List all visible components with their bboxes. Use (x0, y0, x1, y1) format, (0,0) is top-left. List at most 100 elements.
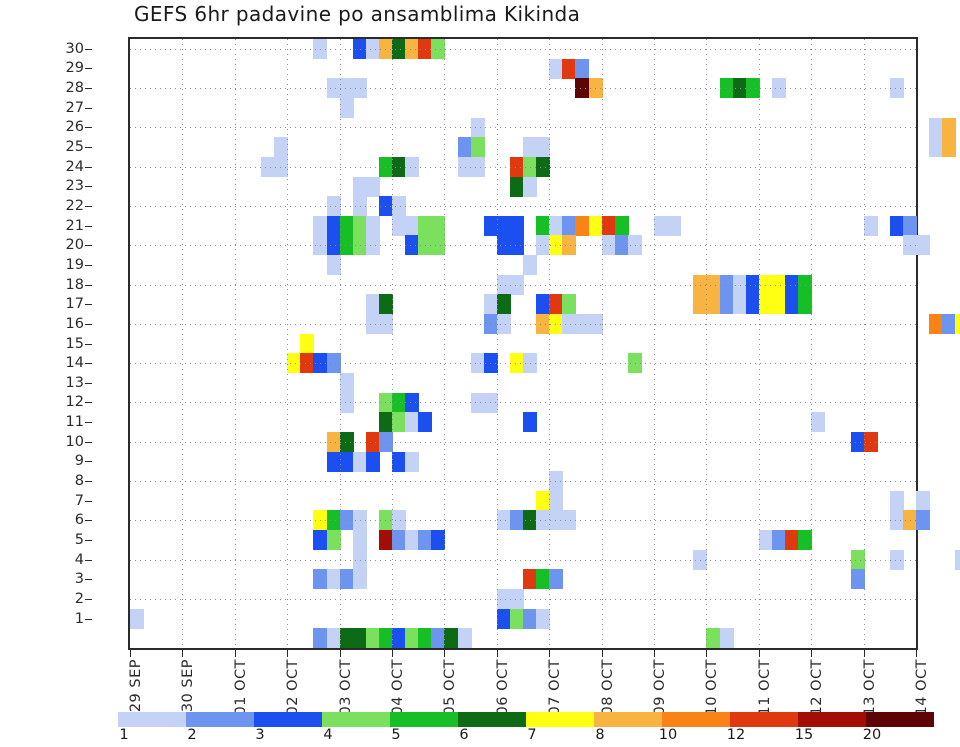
precip-cell (352, 176, 367, 197)
precip-cell (313, 235, 328, 256)
precip-cell (470, 137, 485, 158)
precip-cell (365, 314, 380, 335)
precip-cell (667, 215, 682, 236)
colorbar-swatch (798, 712, 866, 727)
y-axis-tick-label: 19 (65, 256, 84, 273)
colorbar-labels: 1 2 3 4 5 6 7 8 10 12 15 20 (118, 727, 934, 747)
x-axis-tick-mark (444, 650, 446, 657)
precip-cell (902, 510, 917, 531)
precip-cell (378, 431, 393, 452)
precip-cell (352, 569, 367, 590)
y-axis-tick-label: 23 (65, 178, 84, 195)
precip-cell (470, 392, 485, 413)
precip-cell (457, 156, 472, 177)
precip-cell (562, 510, 577, 531)
x-axis-tick-label: 30 SEP (180, 659, 197, 713)
precip-cell (352, 215, 367, 236)
precip-cell (562, 314, 577, 335)
x-axis-tick-label: 05 OCT (442, 659, 459, 716)
precip-cell (274, 156, 289, 177)
precip-cell (326, 431, 341, 452)
precip-cell (392, 451, 406, 472)
precip-cell (405, 412, 420, 433)
precip-cell (496, 608, 511, 629)
precip-cell (523, 156, 537, 177)
precip-cell (785, 530, 799, 551)
precip-cell (955, 314, 960, 335)
precip-cell (798, 274, 813, 295)
precip-cell (916, 510, 930, 531)
y-axis-tick-mark (85, 520, 92, 522)
precip-cell (457, 628, 472, 649)
precip-cell (378, 39, 393, 59)
precip-cell (352, 510, 367, 531)
y-axis-tick-label: 5 (74, 531, 84, 548)
precip-cell (352, 530, 367, 551)
y-axis-tick-label: 15 (65, 335, 84, 352)
precip-cell (771, 78, 786, 99)
precip-cell (378, 628, 393, 649)
precip-cell (902, 235, 917, 256)
precip-cell (771, 530, 786, 551)
precip-cell (313, 569, 328, 590)
precip-cell (431, 215, 446, 236)
x-axis-tick-label: 10 OCT (704, 659, 721, 716)
colorbar-swatch (458, 712, 526, 727)
precip-cell (405, 215, 420, 236)
precip-cell (614, 215, 629, 236)
precip-cell (929, 117, 944, 138)
y-axis-tick-mark (85, 205, 92, 207)
precip-cell (562, 215, 577, 236)
precip-cell (470, 353, 485, 374)
precip-cell (339, 215, 354, 236)
y-axis-tick-label: 10 (65, 433, 84, 450)
y-axis-tick-label: 24 (65, 158, 84, 175)
precip-cell (863, 215, 878, 236)
precip-cell (352, 39, 367, 59)
precip-cell (562, 58, 577, 79)
precip-cell (509, 510, 524, 531)
precip-cell (392, 392, 406, 413)
y-axis-tick-label: 27 (65, 99, 84, 116)
precip-cell (745, 78, 760, 99)
precip-cell (916, 235, 930, 256)
precip-cell (339, 510, 354, 531)
y-axis-tick-mark (85, 147, 92, 149)
precip-cell (405, 39, 420, 59)
precip-cell (470, 117, 485, 138)
y-axis-tick-label: 6 (74, 512, 84, 529)
precip-cell (601, 235, 616, 256)
precip-cell (523, 510, 537, 531)
x-axis-tick-mark (811, 650, 813, 657)
precip-cell (431, 235, 446, 256)
precip-cell (392, 39, 406, 59)
precip-cell (378, 156, 393, 177)
precip-cell (758, 294, 773, 315)
colorbar-tick-label: 10 (658, 727, 678, 743)
precip-cell (365, 235, 380, 256)
precip-cell (771, 274, 786, 295)
x-axis-tick-mark (182, 650, 184, 657)
precip-cell (549, 235, 564, 256)
precip-cell (811, 412, 826, 433)
precip-cell (365, 628, 380, 649)
y-axis-tick-mark (85, 500, 92, 502)
precip-cell (483, 215, 498, 236)
precip-cell (745, 274, 760, 295)
precip-cell (523, 137, 537, 158)
precip-cell (523, 353, 537, 374)
y-axis-tick-label: 28 (65, 80, 84, 97)
colorbar-swatch (186, 712, 254, 727)
y-axis-tick-label: 25 (65, 139, 84, 156)
x-axis-tick-mark (234, 650, 236, 657)
precip-cell (536, 490, 551, 511)
x-axis-tick-mark (916, 650, 917, 657)
precip-cell (693, 274, 708, 295)
precip-cell (483, 353, 498, 374)
precip-cell (365, 451, 380, 472)
precip-cell (274, 137, 289, 158)
x-axis-tick-label: 04 OCT (390, 659, 406, 716)
precip-cell (300, 353, 315, 374)
precip-cell (955, 549, 960, 570)
y-axis-tick-label: 18 (65, 276, 84, 293)
